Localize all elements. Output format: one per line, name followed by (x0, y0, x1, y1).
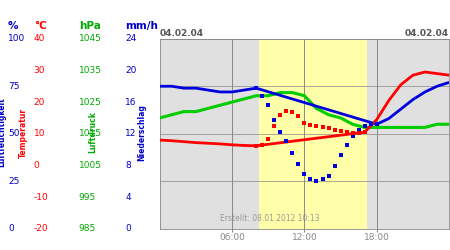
Text: 0: 0 (34, 161, 40, 170)
Bar (259, 39, 367, 229)
Text: 8: 8 (125, 161, 131, 170)
Text: 75: 75 (8, 82, 20, 91)
Text: 0: 0 (8, 224, 14, 233)
Text: 20: 20 (125, 66, 136, 75)
Text: 12: 12 (125, 129, 136, 138)
Text: 40: 40 (34, 34, 45, 43)
Text: 4: 4 (125, 192, 131, 202)
Text: Niederschlag: Niederschlag (137, 104, 146, 161)
Text: 04.02.04: 04.02.04 (405, 29, 449, 38)
Text: 10: 10 (34, 129, 45, 138)
Text: 1015: 1015 (79, 129, 102, 138)
Text: mm/h: mm/h (125, 21, 158, 31)
Text: hPa: hPa (79, 21, 101, 31)
Text: %: % (8, 21, 18, 31)
Text: 1025: 1025 (79, 98, 102, 106)
Text: 1005: 1005 (79, 161, 102, 170)
Text: Erstellt: 08.01.2012 10:13: Erstellt: 08.01.2012 10:13 (220, 214, 320, 223)
Text: -20: -20 (34, 224, 49, 233)
Text: 1045: 1045 (79, 34, 102, 43)
Text: 1035: 1035 (79, 66, 102, 75)
Text: °C: °C (34, 21, 46, 31)
Text: 995: 995 (79, 192, 96, 202)
Text: 16: 16 (125, 98, 137, 106)
Text: Luftdruck: Luftdruck (88, 112, 97, 154)
Text: 985: 985 (79, 224, 96, 233)
Text: 24: 24 (125, 34, 136, 43)
Text: 04.02.04: 04.02.04 (160, 29, 204, 38)
Text: 100: 100 (8, 34, 25, 43)
Text: Temperatur: Temperatur (19, 108, 28, 158)
Text: 50: 50 (8, 129, 20, 138)
Text: Luftfeuchtigkeit: Luftfeuchtigkeit (0, 98, 7, 168)
Text: 30: 30 (34, 66, 45, 75)
Text: 25: 25 (8, 177, 19, 186)
Text: 20: 20 (34, 98, 45, 106)
Text: 0: 0 (125, 224, 131, 233)
Text: -10: -10 (34, 192, 49, 202)
